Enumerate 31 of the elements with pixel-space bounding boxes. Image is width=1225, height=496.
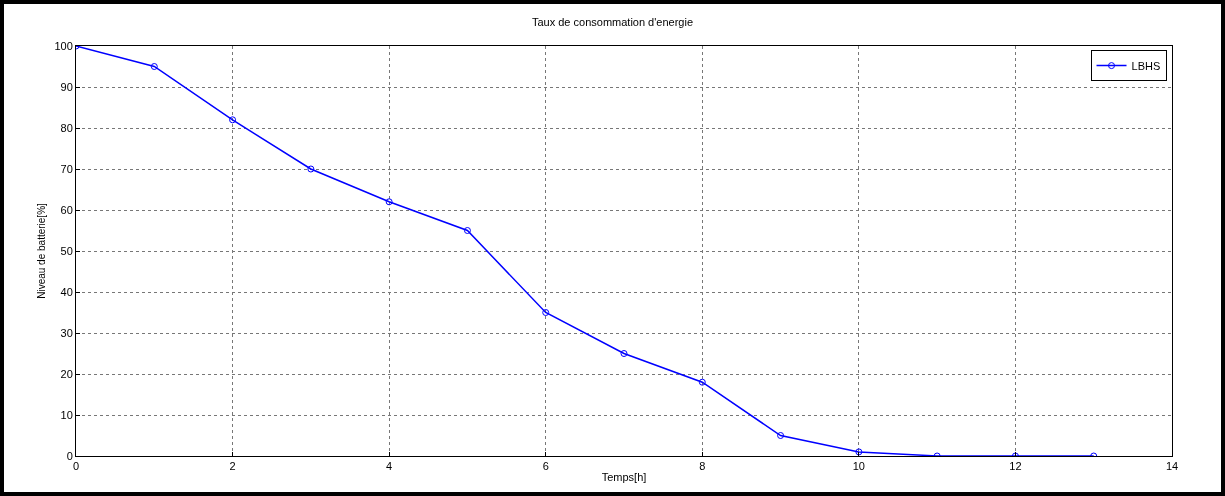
point [620,350,628,357]
y-tick-label: 10 [60,408,73,421]
x-tick-label: 6 [542,460,549,473]
y-tick-label: 0 [66,449,73,462]
point [307,165,315,173]
point [385,198,393,206]
x-axis-title: Temps[h] [601,471,647,484]
point [777,432,785,439]
x-tick-label: 2 [229,460,236,473]
y-tick-label: 80 [60,121,73,134]
y-axis-title: Niveau de batterie[%] [36,202,48,299]
legend-label: LBHS [1131,59,1161,72]
x-tick-label: 14 [1165,460,1179,473]
y-tick-label: 40 [60,285,73,298]
x-tick-label: 8 [699,460,706,473]
y-tick-label: 70 [60,162,73,175]
y-tick-label: 60 [60,203,73,216]
point [698,378,706,386]
y-tick-label: 20 [60,367,73,380]
point [150,63,158,70]
y-tick-label: 50 [60,244,73,257]
x-tick-label: 12 [1009,460,1022,473]
chart-title: Taux de consommation d'energie [531,16,694,29]
point [542,309,550,316]
x-tick-label: 4 [386,460,393,473]
y-tick-label: 100 [54,39,73,52]
y-tick-label: 90 [60,80,73,93]
point [229,116,237,124]
point [463,227,471,234]
x-tick-label: 10 [852,460,865,473]
y-tick-label: 30 [60,326,73,339]
